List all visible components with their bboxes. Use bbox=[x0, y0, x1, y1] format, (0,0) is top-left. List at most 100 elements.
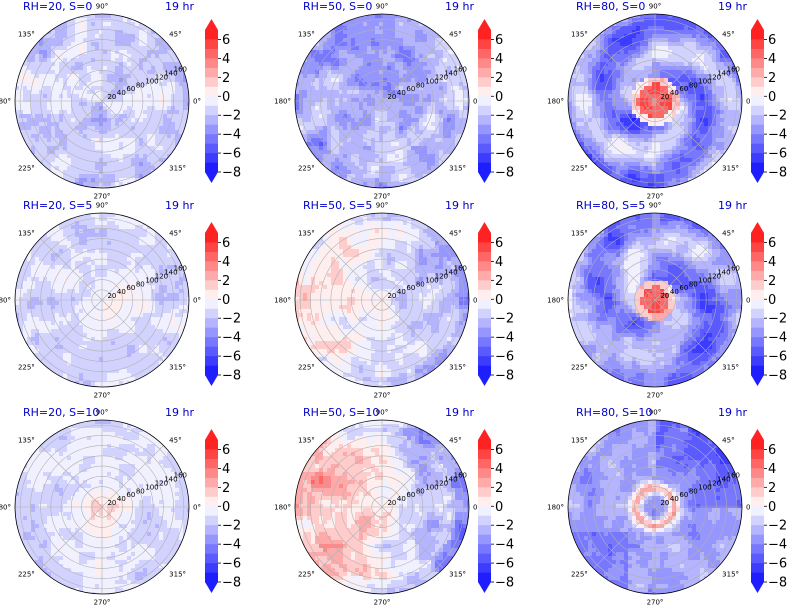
colorbar-tick-label: 6 bbox=[222, 33, 230, 48]
radial-tick-label: 40 bbox=[397, 495, 406, 503]
angular-tick-label: 315° bbox=[449, 165, 466, 173]
colorbar-level bbox=[478, 365, 491, 376]
angular-tick-label: 315° bbox=[169, 571, 186, 579]
time-label: 19 hr bbox=[718, 406, 747, 419]
angular-tick-label: 180° bbox=[0, 504, 11, 512]
polar-grid bbox=[295, 213, 469, 387]
colorbar-level bbox=[751, 251, 764, 262]
colorbar-extend-min bbox=[478, 582, 491, 593]
colorbar-level bbox=[478, 525, 491, 535]
colorbar-level bbox=[751, 365, 764, 376]
radial-tick-label: 160 bbox=[174, 265, 187, 273]
angular-tick-label: 135° bbox=[18, 436, 35, 444]
colorbar-tick-label: 6 bbox=[495, 33, 503, 48]
colorbar-level bbox=[751, 327, 764, 338]
colorbar-level bbox=[751, 477, 764, 488]
radial-tick-label: 60 bbox=[126, 284, 135, 292]
radial-tick-label: 40 bbox=[670, 89, 679, 97]
colorbar-tick-label: −2 bbox=[768, 519, 787, 534]
colorbar-level bbox=[478, 337, 491, 347]
colorbar-level bbox=[205, 39, 218, 50]
colorbar-extend-max bbox=[751, 222, 764, 233]
angular-tick-label: 225° bbox=[18, 364, 35, 372]
colorbar-level bbox=[478, 30, 491, 40]
panel-title: RH=80, S=0 bbox=[576, 0, 645, 13]
colorbar-level bbox=[205, 162, 218, 173]
radial-tick-label: 160 bbox=[454, 472, 467, 480]
colorbar-extend-min bbox=[478, 172, 491, 183]
colorbar-level bbox=[478, 496, 491, 507]
colorbar-extend-min bbox=[205, 172, 218, 183]
colorbar-level bbox=[205, 280, 218, 291]
colorbar-tick-label: −8 bbox=[768, 166, 787, 181]
colorbar-level bbox=[751, 563, 764, 573]
colorbar-tick-label: 2 bbox=[495, 71, 503, 86]
colorbar-tick-label: −6 bbox=[222, 350, 241, 365]
radial-tick-label: 160 bbox=[174, 66, 187, 74]
colorbar-tick-label: 4 bbox=[495, 52, 503, 67]
colorbar-level bbox=[751, 86, 764, 97]
radial-tick-label: 20 bbox=[107, 499, 116, 507]
angular-tick-label: 225° bbox=[298, 364, 315, 372]
radial-tick-label: 140 bbox=[444, 476, 457, 484]
colorbar-tick-label: 4 bbox=[222, 462, 230, 477]
colorbar-level bbox=[751, 96, 764, 107]
colorbar-tick-label: −6 bbox=[222, 557, 241, 572]
plot-border bbox=[294, 13, 470, 189]
radial-tick-label: 160 bbox=[727, 265, 740, 273]
colorbar-level bbox=[478, 553, 491, 564]
radial-tick-label: 40 bbox=[397, 288, 406, 296]
colorbar-level bbox=[205, 299, 218, 310]
colorbar-level bbox=[205, 67, 218, 78]
colorbar-level bbox=[205, 270, 218, 281]
colorbar-level bbox=[478, 86, 491, 97]
radial-tick-label: 100 bbox=[698, 276, 711, 284]
colorbar-level bbox=[205, 572, 218, 583]
colorbar-level bbox=[751, 162, 764, 173]
plot-border bbox=[14, 419, 190, 595]
polar-grid bbox=[15, 14, 189, 188]
radial-tick-label: 80 bbox=[416, 81, 425, 89]
colorbar-tick-label: 6 bbox=[222, 443, 230, 458]
colorbar: 6 4 2 0 −2 −4 −6 −8 bbox=[205, 429, 241, 593]
colorbar-tick-label: −8 bbox=[495, 576, 514, 591]
colorbar-level bbox=[205, 477, 218, 488]
radial-tick-label: 80 bbox=[689, 280, 698, 288]
panel-title: RH=50, S=10 bbox=[303, 406, 379, 419]
colorbar-tick-label: −4 bbox=[222, 331, 241, 346]
colorbar-level bbox=[478, 124, 491, 135]
angular-tick-label: 135° bbox=[298, 229, 315, 237]
polar-grid bbox=[568, 420, 742, 594]
angular-tick-label: 45° bbox=[449, 30, 461, 38]
colorbar-tick-label: −4 bbox=[495, 128, 514, 143]
polar-grid bbox=[568, 213, 742, 387]
radial-tick-label: 100 bbox=[698, 77, 711, 85]
radial-tick-label: 120 bbox=[435, 272, 448, 280]
colorbar-tick-label: 6 bbox=[222, 236, 230, 251]
colorbar-level bbox=[751, 299, 764, 310]
angular-tick-label: 45° bbox=[169, 436, 181, 444]
angular-tick-label: 0° bbox=[193, 297, 201, 305]
colorbar-level bbox=[205, 48, 218, 59]
angular-tick-label: 315° bbox=[722, 165, 739, 173]
angular-tick-label: 0° bbox=[473, 98, 481, 106]
panel-title: RH=20, S=10 bbox=[23, 406, 99, 419]
angular-tick-label: 90° bbox=[96, 3, 108, 11]
radial-tick-label: 60 bbox=[679, 284, 688, 292]
colorbar-level bbox=[751, 468, 764, 479]
angular-tick-label: 270° bbox=[94, 193, 111, 201]
colorbar-level bbox=[205, 468, 218, 479]
colorbar-level bbox=[478, 515, 491, 526]
colorbar-level bbox=[751, 58, 764, 69]
colorbar-level bbox=[205, 563, 218, 573]
radial-tick-label: 120 bbox=[708, 272, 721, 280]
colorbar-level bbox=[478, 356, 491, 366]
colorbar-tick-label: −8 bbox=[222, 576, 241, 591]
colorbar-level bbox=[751, 515, 764, 526]
radial-tick-label: 60 bbox=[126, 491, 135, 499]
colorbar-level bbox=[205, 365, 218, 376]
colorbar-level bbox=[751, 449, 764, 460]
